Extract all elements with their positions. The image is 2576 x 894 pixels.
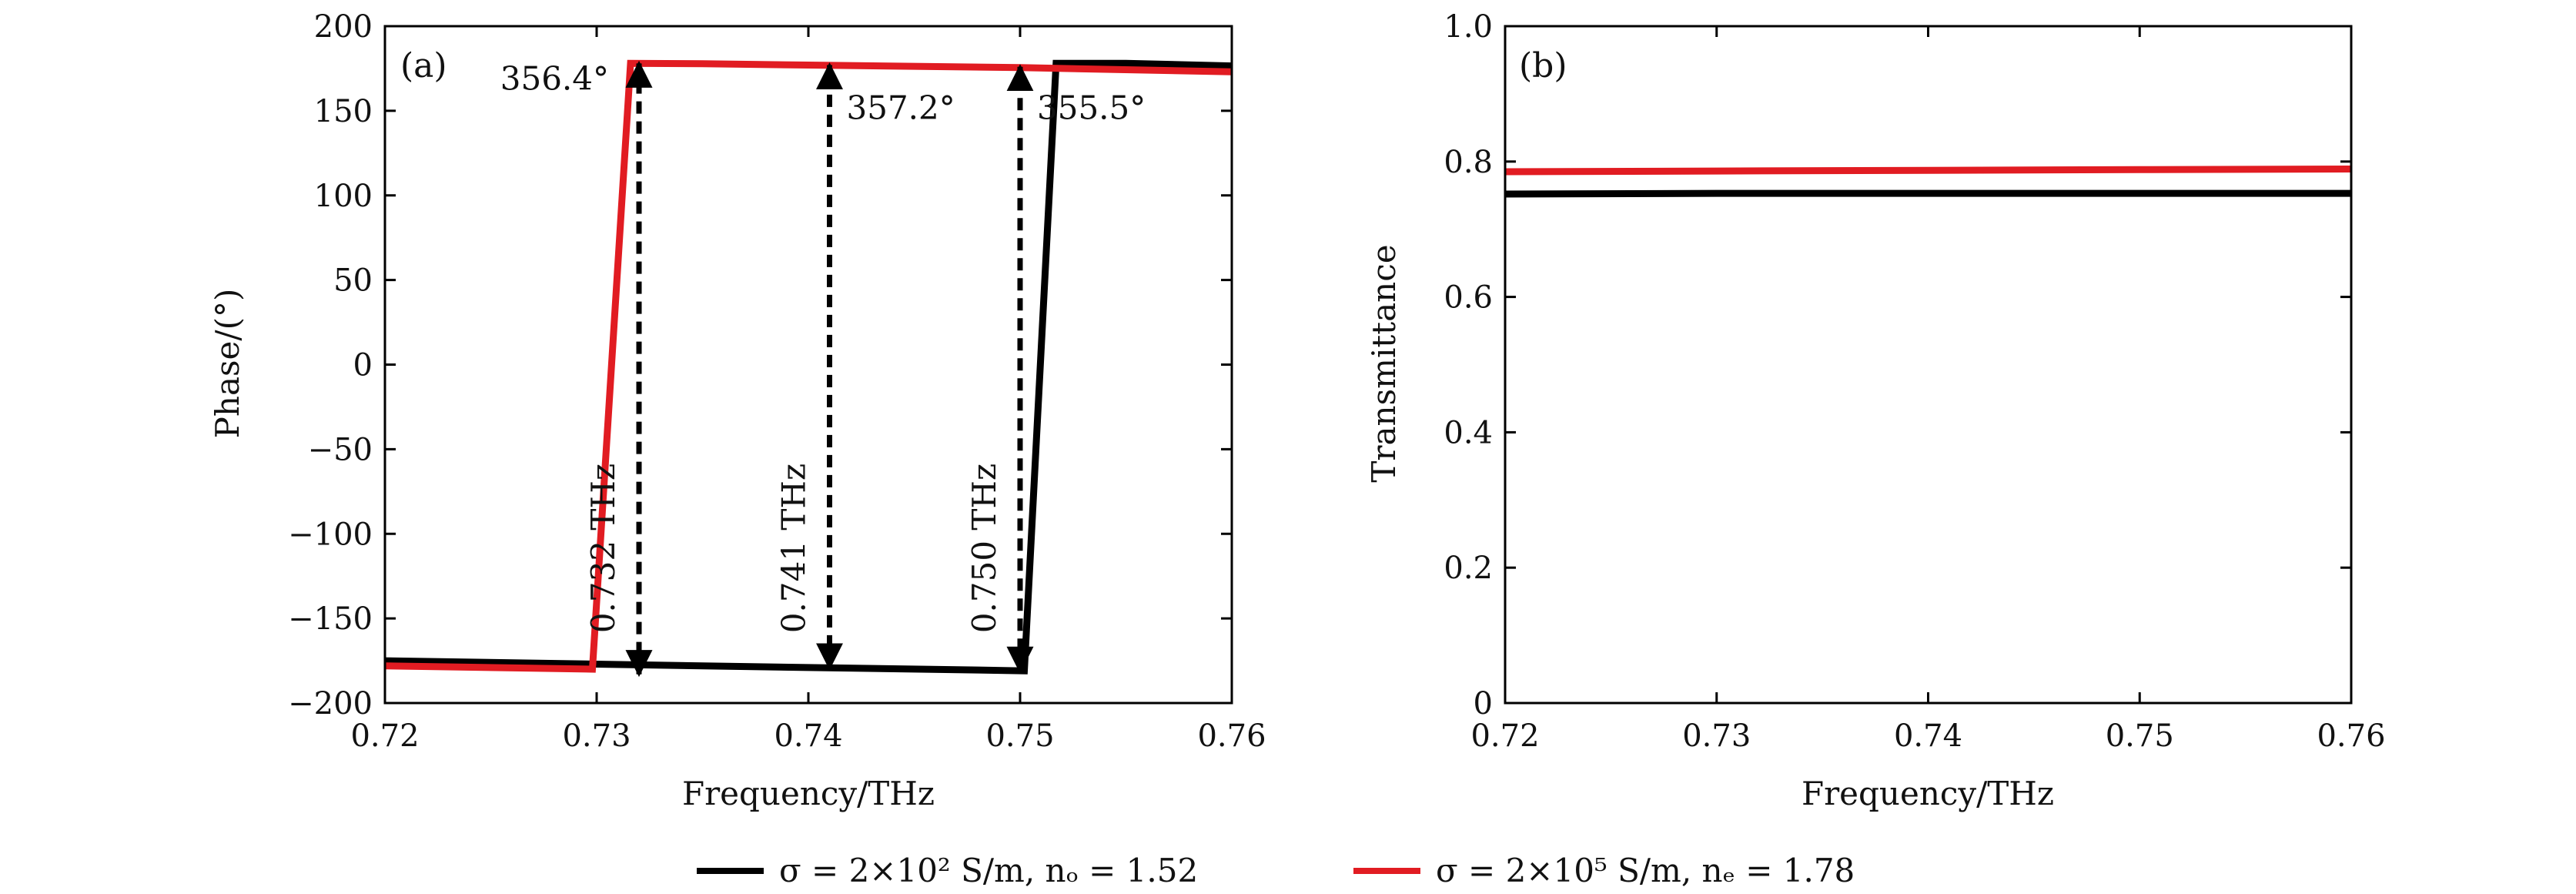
panel-b-y-axis-label: Transmittance [1365,244,1403,482]
panel-b-y-tick-label: 1.0 [1444,9,1493,45]
panel-a-x-tick-label: 0.75 [985,718,1054,754]
panel-b-y-tick-label: 0.4 [1444,415,1493,450]
panel-b-x-tick-label: 0.76 [2317,718,2385,754]
panel-a-x-tick-label: 0.72 [350,718,419,754]
panel-a-y-tick-label: 150 [314,94,373,129]
panel-b-x-tick-label: 0.73 [1682,718,1751,754]
panel-a-frequency-label-5: 0.750 THz [965,464,1003,633]
panel-a-y-tick-label: −150 [288,601,373,637]
panel-b-tag: (b) [1519,46,1567,85]
panel-a-x-tick-label: 0.76 [1197,718,1266,754]
panel-b-series-line-1 [1504,166,2352,176]
panel-b-transmittance-chart: 0.72 0.73 0.74 0.75 0.76 1.0 0.8 0.6 0.4 0.2 0 (b)… [1365,9,2386,812]
legend-label-black: σ = 2×10² S/m, nₒ = 1.52 [779,852,1198,889]
legend: σ = 2×10² S/m, nₒ = 1.52 σ = 2×10⁵ S/m, … [697,852,1855,889]
panel-a-frequency-label-4: 0.741 THz [775,464,813,633]
panel-b-series-line-0 [1504,189,2351,198]
panel-a-y-tick-label: 50 [333,263,373,299]
panel-a-phase-diff-label-0: 356.4° [500,59,609,97]
panel-a-phase-chart: 0.72 0.73 0.74 0.75 0.76 200 150 100 50 0 −50 −100 −… [209,9,1266,812]
panel-a-y-axis-label: Phase/(°) [209,289,246,439]
panel-a-y-tick-label: 200 [314,9,373,45]
panel-b-y-tick-label: 0.6 [1444,280,1493,316]
panel-a-x-tick-label: 0.73 [562,718,631,754]
panel-a-tag: (a) [400,46,447,85]
panel-b-y-tick-label: 0.2 [1444,551,1493,586]
panel-a-x-tick-label: 0.74 [774,718,842,754]
panel-b-frame [1504,25,2353,705]
panel-a-phase-diff-label-1: 357.2° [847,89,955,127]
panel-a-frequency-label-3: 0.732 THz [584,464,622,633]
panel-b-x-tick-label: 0.75 [2106,718,2174,754]
panel-a-y-tick-label: 0 [353,348,373,383]
panel-b-x-tick-label: 0.74 [1894,718,1962,754]
panel-b-x-tick-label: 0.72 [1470,718,1539,754]
panel-a-x-axis-label: Frequency/THz [682,775,935,812]
panel-b-y-tick-label: 0.8 [1444,145,1493,180]
panel-a-y-tick-label: −200 [288,686,373,722]
panel-b-x-axis-label: Frequency/THz [1802,775,2054,812]
panel-b-y-tick-label: 0 [1474,686,1493,722]
panel-a-y-tick-label: −100 [288,517,373,552]
panel-a-phase-diff-label-2: 355.5° [1037,89,1146,127]
legend-label-red: σ = 2×10⁵ S/m, nₑ = 1.78 [1436,852,1855,889]
panel-a-y-tick-label: −50 [308,432,373,467]
panel-a-y-tick-label: 100 [314,179,373,214]
